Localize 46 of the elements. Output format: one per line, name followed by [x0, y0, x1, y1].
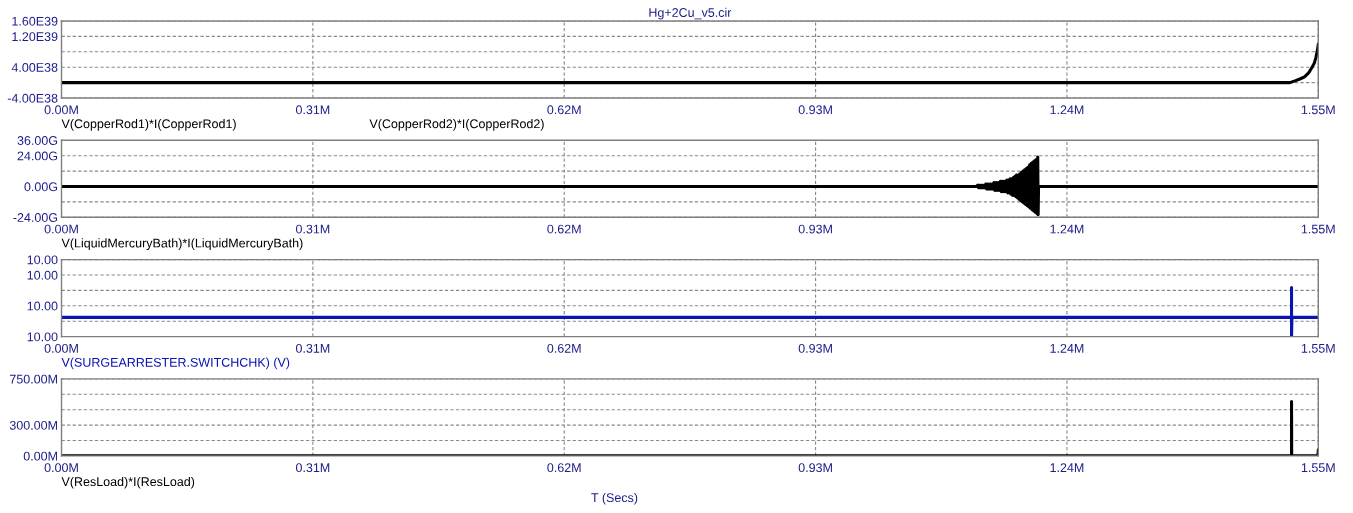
x-tick-label: 0.93M: [798, 224, 832, 234]
text: V(CopperRod1)*I(CopperRod1): [61, 119, 236, 131]
x-tick-label: 1.24M: [1050, 224, 1084, 234]
x-tick-label: 1.55M: [1301, 105, 1335, 115]
y-tick-label: 0.00M: [23, 451, 57, 461]
text: V(SURGEARRESTER.SWITCHCHK) (V): [61, 357, 290, 370]
x-tick-label: 0.93M: [798, 463, 832, 473]
y-tick-label: 4.00E38: [11, 63, 58, 72]
x-axis-title: T (Secs): [591, 492, 638, 505]
chart-title: Hg+2Cu_v5.cir: [649, 7, 732, 20]
x-tick-label: 0.93M: [798, 343, 832, 353]
x-tick-label: 0.00M: [44, 224, 78, 234]
y-tick-label: 750.00M: [10, 374, 57, 384]
x-tick-label: 1.55M: [1301, 463, 1335, 473]
x-tick-label: 0.31M: [295, 224, 330, 234]
x-tick-label: 0.93M: [798, 105, 832, 115]
x-tick-label: 0.62M: [547, 105, 581, 115]
x-tick-label: 0.00M: [44, 105, 78, 115]
y-tick-label: 300.00M: [9, 420, 57, 430]
y-tick-label: -4.00E38: [7, 93, 58, 103]
y-tick-label: 10.00: [27, 270, 58, 280]
x-tick-label: 1.55M: [1301, 344, 1335, 353]
x-tick-label: 0.31M: [295, 105, 330, 115]
y-tick-label: 1.20E39: [12, 32, 58, 42]
y-tick-label: 10.00: [27, 255, 58, 265]
x-tick-label: 1.24M: [1050, 105, 1084, 115]
y-tick-label: 10.00: [27, 332, 58, 342]
x-tick-label: 0.00M: [44, 343, 78, 353]
y-tick-label: 0.00G: [24, 182, 58, 192]
x-tick-label: 0.62M: [547, 343, 581, 353]
y-tick-label: -24.00G: [13, 213, 58, 222]
x-tick-label: 0.31M: [295, 463, 330, 473]
legend-label: V(CopperRod2)*I(CopperRod2): [369, 119, 544, 131]
x-tick-label: 0.31M: [295, 343, 330, 353]
x-tick-label: 1.24M: [1050, 463, 1084, 472]
y-tick-label: 10.00: [27, 301, 58, 311]
x-tick-label: 0.00M: [44, 463, 78, 473]
x-tick-label: 0.62M: [547, 224, 581, 234]
series-label: V(ResLoad)*I(ResLoad): [61, 476, 195, 489]
y-tick-label: 36.00G: [17, 136, 58, 145]
text: V(LiquidMercuryBath)*I(LiquidMercuryBath): [61, 238, 303, 250]
x-tick-label: 1.24M: [1050, 343, 1084, 353]
x-tick-label: 1.55M: [1301, 224, 1335, 234]
x-tick-label: 0.62M: [547, 463, 581, 473]
y-tick-label: 1.60E39: [12, 16, 58, 26]
y-tick-label: 24.00G: [17, 151, 58, 161]
